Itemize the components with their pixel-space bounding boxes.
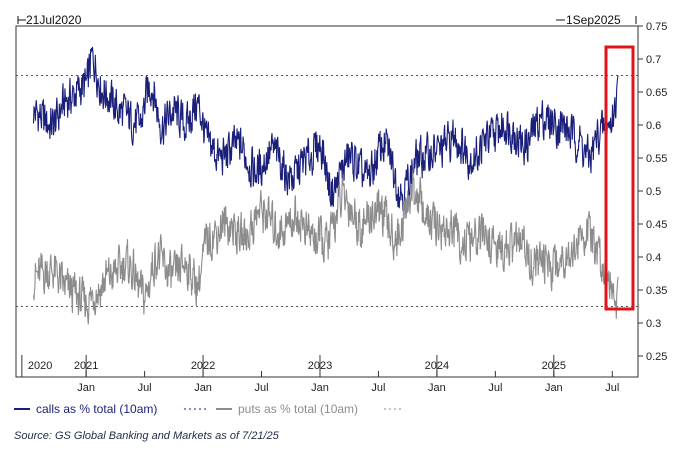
y-tick-label: 0.7 bbox=[646, 54, 661, 66]
y-tick-label: 0.5 bbox=[646, 186, 661, 198]
x-year-label: 2023 bbox=[308, 360, 332, 372]
series-layer bbox=[32, 46, 619, 325]
series-line-calls bbox=[32, 46, 619, 212]
x-year-label: 2022 bbox=[191, 360, 215, 372]
legend-calls-label: calls as % total (10am) bbox=[36, 402, 157, 416]
x-month-label: Jul bbox=[254, 382, 268, 394]
legend-puts-label: puts as % total (10am) bbox=[238, 402, 358, 416]
reference-lines bbox=[16, 75, 638, 307]
range-start-marker: 21Jul2020 bbox=[17, 13, 82, 27]
x-month-label: Jan bbox=[194, 382, 212, 394]
series-line-puts bbox=[32, 169, 619, 325]
x-month-label: Jul bbox=[488, 382, 502, 394]
y-tick-label: 0.65 bbox=[646, 87, 667, 99]
x-month-label: Jan bbox=[311, 382, 329, 394]
y-axis: 0.75 0.7 0.65 0.6 0.55 0.5 0.45 0.4 0.35 0.3 0.25 bbox=[638, 21, 667, 363]
range-end-marker: 1Sep2025 bbox=[556, 13, 637, 27]
legend: calls as % total (10am) puts as % total … bbox=[14, 402, 404, 416]
x-month-label: Jul bbox=[138, 382, 152, 394]
y-tick-label: 0.25 bbox=[646, 351, 667, 363]
y-tick-label: 0.3 bbox=[646, 318, 661, 330]
x-year-label: 2020 bbox=[28, 360, 52, 372]
x-month-label: Jan bbox=[545, 382, 563, 394]
x-year-label: 2024 bbox=[425, 360, 449, 372]
highlight-box bbox=[604, 45, 635, 311]
y-tick-label: 0.55 bbox=[646, 153, 667, 165]
x-year-label: 2025 bbox=[542, 360, 566, 372]
range-start-label: 21Jul2020 bbox=[26, 13, 82, 27]
y-tick-label: 0.75 bbox=[646, 21, 667, 33]
source-note: Source: GS Global Banking and Markets as… bbox=[14, 430, 279, 442]
x-month-label: Jan bbox=[77, 382, 95, 394]
x-month-label: Jul bbox=[371, 382, 385, 394]
x-month-label: Jul bbox=[605, 382, 619, 394]
x-axis: Jan Jul Jan Jul Jan Jul Jan Jul Jan Jul 2020 2021 20… bbox=[21, 355, 619, 394]
plot-frame bbox=[15, 25, 639, 378]
x-year-label: 2021 bbox=[74, 360, 98, 372]
y-tick-label: 0.4 bbox=[646, 252, 661, 264]
y-tick-label: 0.35 bbox=[646, 285, 667, 297]
range-end-label: 1Sep2025 bbox=[566, 13, 621, 27]
y-tick-label: 0.6 bbox=[646, 120, 661, 132]
x-month-label: Jan bbox=[428, 382, 446, 394]
y-tick-label: 0.45 bbox=[646, 219, 667, 231]
